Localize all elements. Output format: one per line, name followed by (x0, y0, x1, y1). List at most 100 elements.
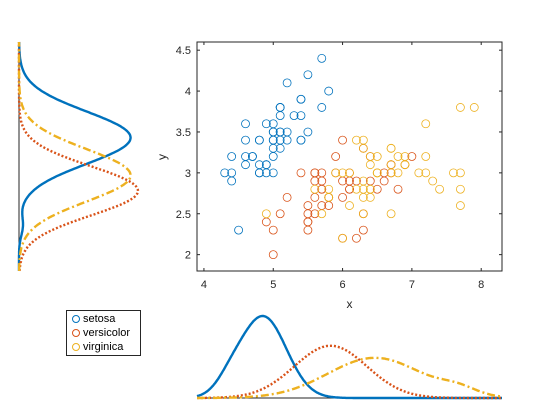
data-point-setosa (275, 135, 285, 145)
data-point-versicolor (303, 201, 313, 210)
data-point-setosa (234, 225, 243, 235)
data-point-setosa (261, 119, 271, 129)
data-point-virginica (435, 184, 445, 194)
data-point-virginica (386, 209, 396, 219)
data-point-virginica (345, 201, 354, 210)
y-tick-label: 3 (185, 168, 191, 180)
bottom-density-versicolor (197, 344, 502, 400)
data-point-setosa (282, 78, 292, 88)
legend-label-versicolor: versicolor (83, 327, 131, 339)
data-point-setosa (303, 70, 313, 80)
legend-label-setosa: setosa (83, 313, 116, 325)
data-point-setosa (261, 160, 271, 170)
data-point-setosa (303, 127, 313, 137)
data-point-versicolor (310, 209, 320, 219)
data-point-setosa (317, 53, 327, 63)
data-point-setosa (296, 94, 306, 104)
y-tick-label: 4 (185, 86, 191, 98)
data-point-versicolor (317, 184, 327, 194)
data-point-virginica (358, 184, 368, 194)
data-point-setosa (220, 168, 230, 178)
data-point-setosa (268, 168, 278, 178)
data-point-virginica (386, 160, 396, 170)
x-tick-label: 6 (340, 279, 346, 291)
data-point-setosa (254, 168, 264, 178)
data-point-setosa (289, 111, 299, 121)
data-point-virginica (449, 168, 458, 178)
y-tick-label: 2.5 (176, 209, 191, 221)
data-point-versicolor (331, 152, 341, 161)
data-point-setosa (241, 119, 250, 129)
data-point-versicolor (310, 168, 320, 178)
data-point-versicolor (352, 233, 361, 243)
data-point-virginica (469, 103, 479, 112)
y-axis-label: y (155, 154, 169, 160)
data-point-virginica (400, 160, 410, 170)
data-point-versicolor (379, 176, 389, 186)
data-point-setosa (268, 152, 278, 161)
data-point-versicolor (310, 192, 320, 202)
bottom-density-virginica (197, 356, 503, 400)
data-point-versicolor (407, 152, 417, 161)
data-point-setosa (248, 152, 257, 161)
data-point-versicolor (268, 250, 278, 260)
data-point-versicolor (261, 217, 271, 227)
data-point-virginica (261, 209, 271, 219)
data-point-virginica (331, 168, 341, 178)
legend-entry-setosa: setosa (72, 312, 140, 326)
data-point-setosa (282, 135, 292, 145)
x-tick-label: 4 (201, 279, 207, 291)
data-point-setosa (317, 103, 327, 112)
left-density-setosa (17, 41, 132, 271)
x-axis-label: x (347, 297, 353, 311)
left-density-virginica (17, 42, 132, 272)
legend-label-virginica: virginica (83, 341, 124, 353)
data-point-virginica (386, 143, 396, 153)
data-point-virginica (352, 184, 361, 194)
data-point-virginica (456, 168, 465, 178)
data-point-versicolor (268, 225, 278, 235)
data-point-virginica (414, 168, 424, 178)
data-point-virginica (456, 184, 465, 194)
data-point-virginica (352, 135, 361, 145)
data-point-versicolor (372, 184, 382, 194)
data-point-virginica (310, 184, 320, 194)
data-point-virginica (421, 168, 431, 178)
data-point-virginica (372, 152, 382, 161)
legend-marker-versicolor (72, 329, 80, 337)
data-point-versicolor (393, 184, 403, 194)
data-point-virginica (421, 119, 431, 129)
scatter-plot-box (196, 41, 503, 272)
x-tick-label: 5 (270, 279, 276, 291)
data-point-setosa (296, 111, 306, 121)
data-point-versicolor (345, 184, 354, 194)
data-point-setosa (241, 160, 250, 170)
data-point-virginica (456, 103, 465, 112)
data-point-setosa (324, 86, 334, 96)
data-point-versicolor (379, 168, 389, 178)
data-point-versicolor (303, 225, 313, 235)
data-point-setosa (227, 176, 237, 186)
legend-marker-setosa (72, 315, 80, 323)
data-point-virginica (338, 168, 347, 178)
data-point-versicolor (358, 225, 368, 235)
data-point-virginica (386, 168, 396, 178)
data-point-virginica (358, 143, 368, 153)
data-point-virginica (372, 168, 382, 178)
data-point-setosa (227, 168, 237, 178)
data-point-setosa (241, 152, 250, 161)
legend-entry-virginica: virginica (72, 340, 140, 354)
data-point-virginica (365, 184, 375, 194)
data-point-versicolor (275, 209, 285, 219)
data-point-versicolor (282, 192, 292, 202)
data-point-virginica (338, 233, 347, 243)
data-point-virginica (421, 152, 431, 161)
data-point-virginica (358, 135, 368, 145)
data-point-virginica (324, 192, 334, 202)
legend-marker-virginica (72, 343, 80, 351)
legend: setosa versicolor virginica (66, 310, 141, 356)
data-point-virginica (358, 209, 368, 219)
data-point-setosa (275, 111, 285, 121)
data-point-versicolor (338, 192, 347, 202)
